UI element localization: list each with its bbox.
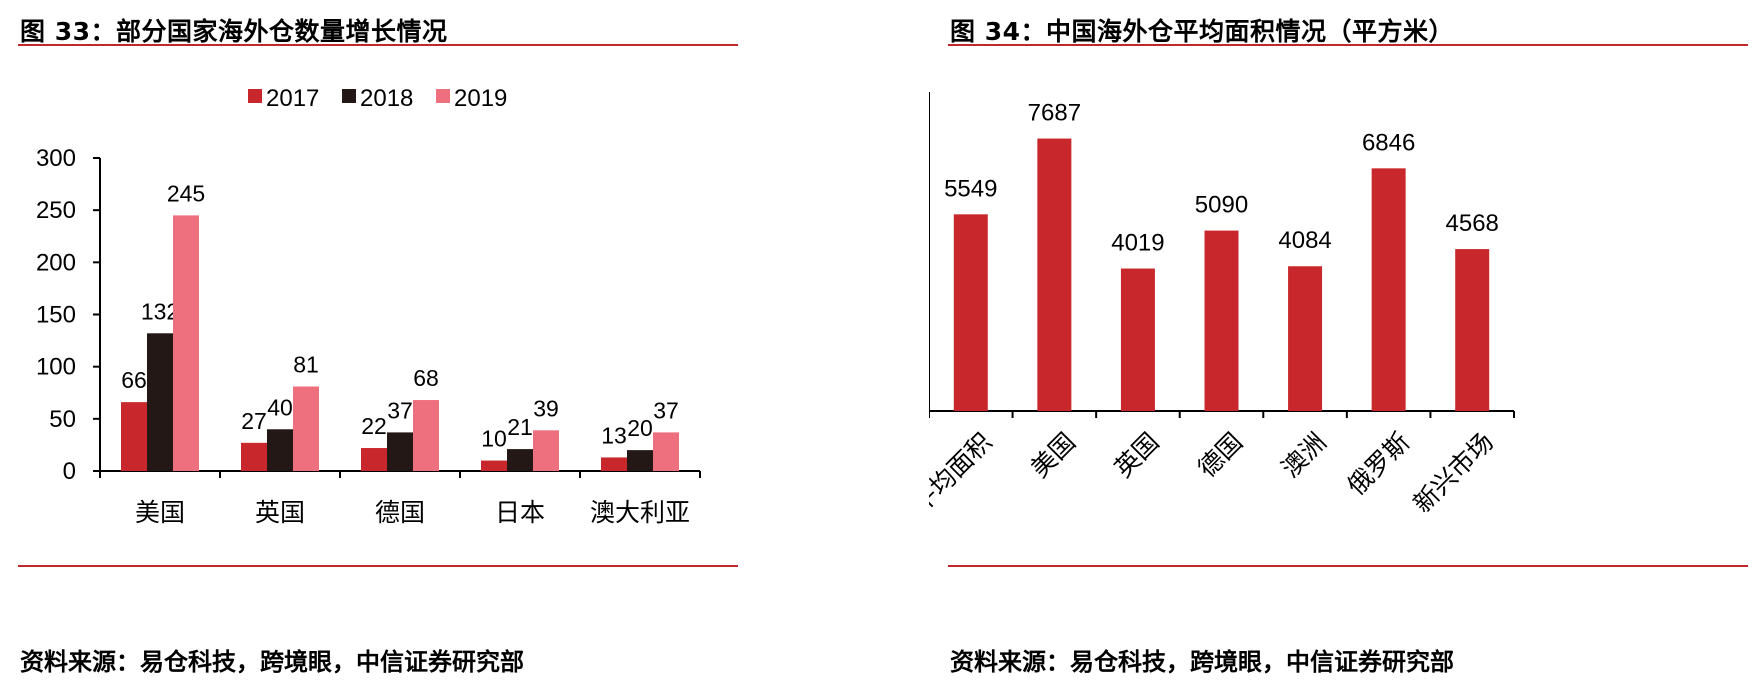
x-category-label: 平均面积 [929, 428, 997, 519]
data-label: 4084 [1278, 227, 1331, 254]
data-label: 40 [267, 394, 293, 420]
legend-label: 2018 [360, 85, 413, 112]
bar [1455, 249, 1490, 411]
x-category-label: 美国 [135, 499, 185, 527]
data-label: 245 [167, 180, 205, 206]
title-rule [948, 44, 1748, 46]
data-label: 37 [387, 397, 413, 423]
legend-label: 2019 [454, 85, 507, 112]
bar [413, 400, 439, 471]
bar [1037, 138, 1072, 411]
y-tick-label: 100 [36, 354, 76, 381]
data-label: 13 [601, 422, 627, 448]
figure-title: 图 34：中国海外仓平均面积情况（平方米） [950, 17, 1454, 46]
bar [293, 386, 319, 471]
x-category-label: 英国 [255, 499, 305, 527]
bar [1120, 268, 1155, 411]
bar [361, 448, 387, 471]
y-tick-label: 300 [36, 145, 76, 172]
bar [653, 432, 679, 471]
x-category-label: 美国 [1026, 428, 1081, 483]
title-rule [18, 44, 738, 46]
x-category-label: 俄罗斯 [1342, 428, 1415, 501]
bar [1371, 168, 1406, 411]
x-category-label: 新兴市场 [1408, 428, 1499, 519]
data-label: 10 [481, 426, 507, 452]
source-rule [948, 565, 1748, 567]
data-label: 22 [361, 413, 387, 439]
data-label: 20 [627, 415, 653, 441]
legend-swatch [436, 89, 450, 103]
data-label: 68 [413, 365, 439, 391]
bar [953, 214, 988, 411]
legend-swatch [248, 89, 262, 103]
y-tick-label: 250 [36, 197, 76, 224]
bar [601, 457, 627, 471]
bar [627, 450, 653, 471]
bar-chart: 0100020003000400050006000700080009000554… [929, 92, 1515, 519]
x-category-label: 英国 [1109, 428, 1164, 483]
data-label: 66 [121, 367, 147, 393]
y-tick-label: 200 [36, 249, 76, 276]
figure-title: 图 33：部分国家海外仓数量增长情况 [20, 17, 448, 46]
data-label: 21 [507, 414, 533, 440]
bar [387, 432, 413, 471]
x-category-label: 澳洲 [1277, 428, 1332, 483]
y-tick-label: 150 [36, 302, 76, 329]
bar [1204, 230, 1239, 411]
figure-34-panel: 图 34：中国海外仓平均面积情况（平方米） 010002000300040005… [929, 0, 1760, 686]
data-label: 27 [241, 408, 267, 434]
data-label: 37 [653, 397, 679, 423]
data-label: 5549 [944, 175, 997, 202]
bar [533, 430, 559, 471]
plot-area: 0100020003000400050006000700080009000554… [929, 92, 1515, 519]
y-tick-label: 0 [63, 458, 76, 485]
bar [241, 442, 267, 471]
bar [481, 460, 507, 471]
legend-swatch [342, 89, 356, 103]
data-label: 4019 [1111, 230, 1164, 257]
legend-label: 2017 [266, 85, 319, 112]
y-tick-label: 50 [49, 406, 76, 433]
x-category-label: 澳大利亚 [590, 499, 690, 527]
data-label: 6846 [1362, 129, 1415, 156]
figure-33-panel: 图 33：部分国家海外仓数量增长情况 0 50 100 150 200 250 300 美国 6… [0, 0, 840, 686]
bar [147, 333, 173, 471]
data-label: 5090 [1195, 192, 1248, 219]
data-label: 132 [141, 298, 179, 324]
source-note: 资料来源：易仓科技，跨境眼，中信证券研究部 [950, 648, 1454, 676]
bar [121, 402, 147, 471]
bar [1288, 266, 1323, 411]
bar [267, 429, 293, 471]
source-note: 资料来源：易仓科技，跨境眼，中信证券研究部 [20, 648, 524, 676]
data-label: 7687 [1028, 100, 1081, 127]
data-label: 4568 [1446, 210, 1499, 237]
x-category-label: 德国 [1193, 428, 1248, 483]
source-rule [18, 565, 738, 567]
x-category-label: 日本 [495, 499, 545, 527]
x-category-label: 德国 [375, 499, 425, 527]
bar [507, 449, 533, 471]
data-label: 81 [293, 351, 319, 377]
data-label: 39 [533, 395, 559, 421]
bar [173, 215, 199, 471]
